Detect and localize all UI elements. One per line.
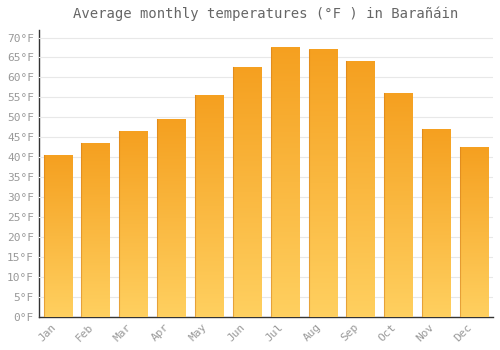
Title: Average monthly temperatures (°F ) in Barañáin: Average monthly temperatures (°F ) in Ba… bbox=[74, 7, 458, 21]
